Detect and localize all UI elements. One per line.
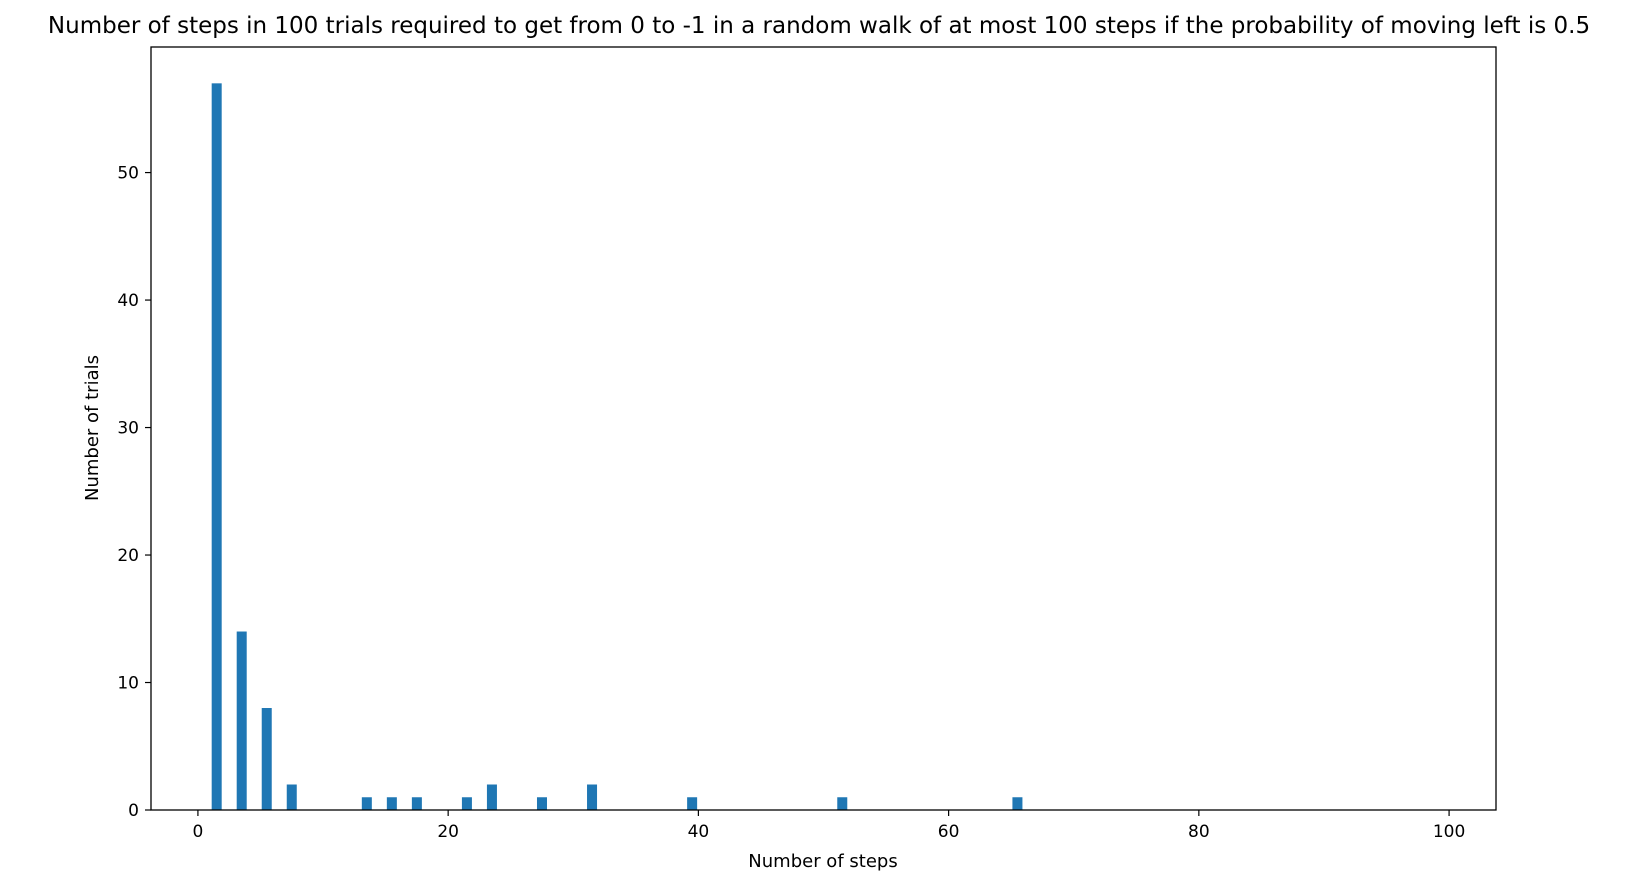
histogram-bar xyxy=(587,784,598,810)
histogram-bar xyxy=(1012,797,1023,810)
histogram-bar xyxy=(261,708,272,810)
y-tick-label: 30 xyxy=(117,419,139,439)
histogram-bar xyxy=(211,83,222,811)
histogram-bar xyxy=(286,784,297,810)
x-tick-label: 40 xyxy=(688,822,710,842)
histogram-bar xyxy=(361,797,372,810)
histogram-bar xyxy=(837,797,848,810)
x-tick-label: 80 xyxy=(1188,822,1210,842)
y-tick-label: 40 xyxy=(117,291,139,311)
histogram-bar xyxy=(687,797,698,810)
y-tick-label: 50 xyxy=(117,164,139,184)
x-tick-label: 0 xyxy=(193,822,204,842)
histogram-bar xyxy=(486,784,497,810)
y-tick-label: 20 xyxy=(117,546,139,566)
bars-group xyxy=(211,83,1023,811)
y-tick-label: 10 xyxy=(117,674,139,694)
x-tick-label: 60 xyxy=(938,822,960,842)
x-axis-label: Number of steps xyxy=(748,851,897,872)
histogram-bar xyxy=(386,797,397,810)
y-tick-label: 0 xyxy=(128,801,139,821)
x-tick-label: 100 xyxy=(1433,822,1465,842)
histogram-bar xyxy=(536,797,547,810)
histogram-bar xyxy=(411,797,422,810)
histogram-bar xyxy=(236,631,247,810)
chart-title: Number of steps in 100 trials required t… xyxy=(48,13,1590,39)
plot-area-frame xyxy=(150,46,1497,811)
x-axis-ticks: 0 20 40 60 80 100 xyxy=(193,810,1465,842)
x-tick-label: 20 xyxy=(437,822,459,842)
histogram-bar xyxy=(461,797,472,810)
y-axis-ticks: 0 10 20 30 40 50 xyxy=(117,164,151,821)
y-axis-label: Number of trials xyxy=(82,355,103,501)
